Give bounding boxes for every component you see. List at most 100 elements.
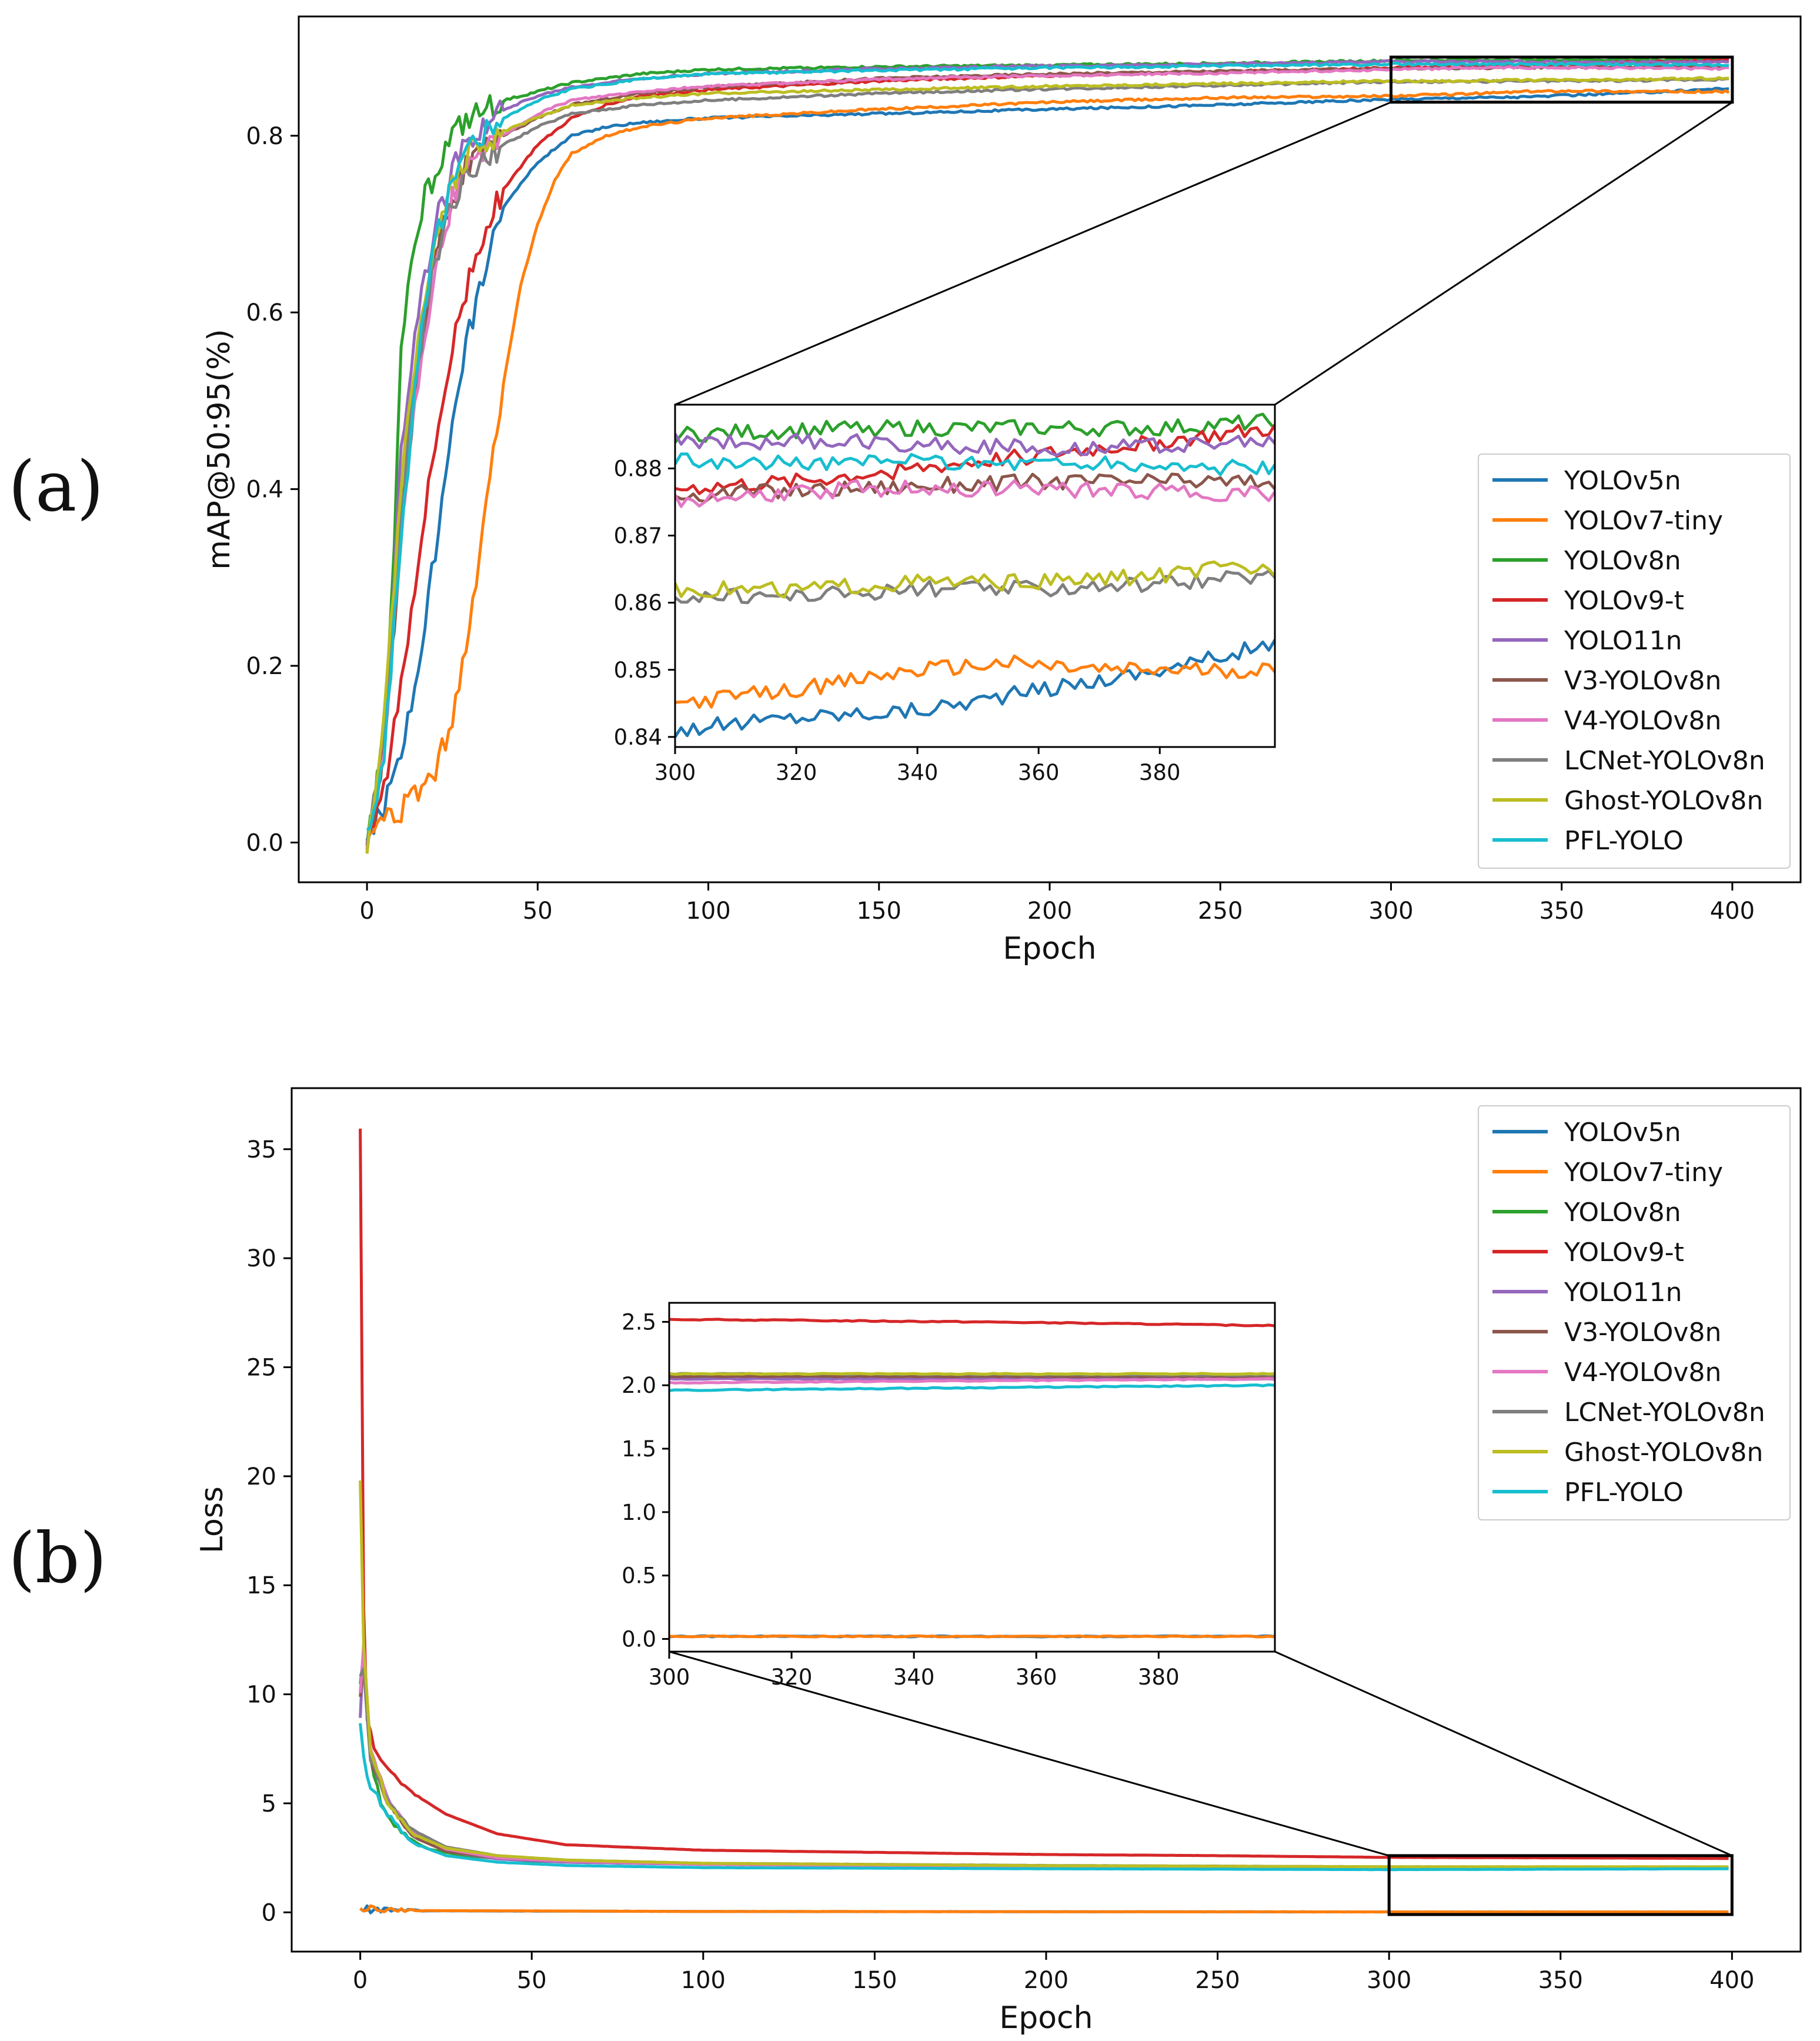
panel-b-inset-frame	[668, 1302, 1276, 1653]
panel-a-map-chart: (a) 0 50 100 150 200 250 300 350 400 0.00.20.40.…	[8, 15, 1802, 966]
inset-y-tick-label: 0.86	[614, 591, 662, 616]
series-line-ghost-yolov8n	[365, 76, 1729, 854]
inset-series-line-ghost-yolov8n	[669, 1372, 1275, 1376]
inset-series-line-yolov9-t	[669, 1318, 1275, 1328]
legend-label-yolov9-t: YOLOv9-t	[1564, 586, 1684, 616]
inset-series-line-v4-yolov8n	[675, 479, 1275, 508]
inset-series-line-lcnet-yolov8n	[675, 569, 1275, 605]
inset-y-tick-label: 1.5	[622, 1436, 656, 1462]
inset-y-tick-label: 0.0	[622, 1626, 656, 1652]
panel-a-inset-frame	[674, 403, 1276, 748]
inset-y-tick-label: 0.88	[614, 456, 662, 481]
inset-y-tick-label: 1.0	[622, 1500, 656, 1525]
legend-label-pfl-yolo: PFL-YOLO	[1564, 826, 1684, 856]
panel-b-legend-box	[1478, 1105, 1791, 1520]
x-tick-label: 400	[1710, 898, 1755, 925]
legend-label-yolov5n: YOLOv5n	[1564, 466, 1681, 496]
legend-label-pfl-yolo: PFL-YOLO	[1564, 1478, 1684, 1508]
legend-label-v4-yolov8n: V4-YOLOv8n	[1564, 706, 1721, 736]
zoom-connector-line	[1274, 1650, 1732, 1857]
zoom-connector-line	[1274, 101, 1733, 406]
x-tick-label: 100	[681, 1967, 726, 1994]
legend-label-v3-yolov8n: V3-YOLOv8n	[1564, 1318, 1721, 1348]
panel-a-inset: 300 320 340 360 380 0.84 0.85 0.86 0.87 0.88	[614, 403, 1276, 785]
legend-label-v4-yolov8n: V4-YOLOv8n	[1564, 1358, 1721, 1388]
inset-series-line-yolo11n	[675, 432, 1275, 457]
panel-b-inset: 300 320 340 360 380 0.0 0.5 1.0 1.5 2.0 2.5	[622, 1302, 1276, 1690]
y-tick-label: 15	[246, 1572, 276, 1599]
inset-x-tick-label: 340	[893, 1665, 935, 1690]
panel-a-x-axis: 0 50 100 150 200 250 300 350 400	[359, 882, 1755, 925]
inset-y-tick-label: 2.5	[622, 1309, 656, 1335]
legend-label-yolov8n: YOLOv8n	[1564, 546, 1681, 576]
inset-x-tick-label: 380	[1138, 1665, 1180, 1690]
legend-label-yolov7-tiny: YOLOv7-tiny	[1564, 506, 1723, 536]
x-tick-label: 100	[686, 898, 730, 925]
legend-label-yolov5n: YOLOv5n	[1564, 1118, 1681, 1148]
panel-a-y-axis-title: mAP@50:95(%)	[202, 329, 237, 569]
panel-a-inset-x-axis: 300 320 340 360 380	[654, 747, 1181, 785]
panel-b-y-axis-title: Loss	[195, 1486, 230, 1553]
y-tick-label: 0.8	[246, 123, 283, 150]
x-tick-label: 150	[857, 898, 901, 925]
legend-label-yolov9-t: YOLOv9-t	[1564, 1238, 1684, 1268]
panel-b-x-axis-title: Epoch	[999, 2000, 1093, 2036]
x-tick-label: 300	[1367, 1967, 1411, 1994]
zoom-connector-line	[669, 1650, 1390, 1857]
y-tick-label: 10	[246, 1682, 276, 1709]
inset-y-tick-label: 0.87	[614, 523, 662, 549]
panel-a-x-axis-title: Epoch	[1003, 931, 1096, 966]
x-tick-label: 350	[1540, 898, 1584, 925]
panel-b-y-axis: 0 5 10 15 20 25 30 35	[246, 1136, 292, 1926]
inset-y-tick-label: 0.85	[614, 658, 662, 683]
inset-x-tick-label: 300	[649, 1665, 690, 1690]
inset-x-tick-label: 340	[897, 760, 939, 785]
y-tick-label: 20	[246, 1463, 276, 1490]
panel-a-inset-background	[675, 405, 1275, 747]
panel-a-label: (a)	[8, 446, 103, 527]
y-tick-label: 30	[246, 1245, 276, 1272]
x-tick-label: 50	[523, 898, 553, 925]
x-tick-label: 150	[852, 1967, 897, 1994]
legend-label-lcnet-yolov8n: LCNet-YOLOv8n	[1564, 746, 1765, 776]
y-tick-label: 0.0	[246, 829, 283, 856]
series-line-ghost-yolov8n	[359, 1480, 1729, 1869]
x-tick-label: 200	[1024, 1967, 1068, 1994]
panel-a-legend: YOLOv5n YOLOv7-tiny YOLOv8n YOLOv9-t YOLO11n…	[1478, 453, 1791, 869]
inset-series-line-pfl-yolo	[669, 1383, 1275, 1392]
legend-label-ghost-yolov8n: Ghost-YOLOv8n	[1564, 786, 1763, 816]
panel-b-legend: YOLOv5n YOLOv7-tiny YOLOv8n YOLOv9-t YOLO11n…	[1478, 1105, 1791, 1520]
inset-y-tick-label: 0.5	[622, 1563, 656, 1589]
legend-label-yolov8n: YOLOv8n	[1564, 1198, 1681, 1228]
inset-series-line-ghost-yolov8n	[675, 560, 1275, 599]
x-tick-label: 200	[1027, 898, 1072, 925]
series-line-pfl-yolo	[366, 61, 1729, 832]
inset-x-tick-label: 360	[1018, 760, 1060, 785]
inset-x-tick-label: 300	[654, 760, 696, 785]
panel-b-loss-chart: (b) 0 50 100 150 200 250 300 350 400 0 5 10 15 20 25 3…	[8, 1087, 1802, 2036]
legend-label-yolov7-tiny: YOLOv7-tiny	[1564, 1158, 1723, 1188]
inset-x-tick-label: 320	[771, 1665, 813, 1690]
x-tick-label: 50	[517, 1967, 547, 1994]
panel-b-inset-x-axis: 300 320 340 360 380	[649, 1652, 1180, 1690]
inset-x-tick-label: 360	[1016, 1665, 1057, 1690]
y-tick-label: 0.2	[246, 653, 283, 680]
series-line-pfl-yolo	[359, 1723, 1729, 1872]
legend-label-ghost-yolov8n: Ghost-YOLOv8n	[1564, 1438, 1763, 1468]
legend-label-yolo11n: YOLO11n	[1564, 1278, 1682, 1308]
series-line-yolov7-tiny	[365, 88, 1730, 842]
inset-series-line-yolov7-tiny	[669, 1634, 1275, 1639]
legend-label-yolo11n: YOLO11n	[1564, 626, 1682, 656]
panel-b-label: (b)	[8, 1518, 107, 1599]
y-tick-label: 0.6	[246, 299, 283, 326]
panel-a-zoom-box	[1389, 55, 1734, 104]
inset-series-line-yolov7-tiny	[675, 654, 1275, 709]
panel-a-y-axis: 0.0 0.2 0.4 0.6 0.8	[246, 123, 299, 856]
panel-b-inset-y-axis: 0.0 0.5 1.0 1.5 2.0 2.5	[622, 1309, 669, 1652]
inset-y-tick-label: 2.0	[622, 1373, 656, 1398]
inset-x-tick-label: 380	[1139, 760, 1181, 785]
y-tick-label: 5	[262, 1790, 276, 1817]
legend-label-v3-yolov8n: V3-YOLOv8n	[1564, 666, 1721, 696]
inset-series-line-v4-yolov8n	[669, 1377, 1275, 1385]
